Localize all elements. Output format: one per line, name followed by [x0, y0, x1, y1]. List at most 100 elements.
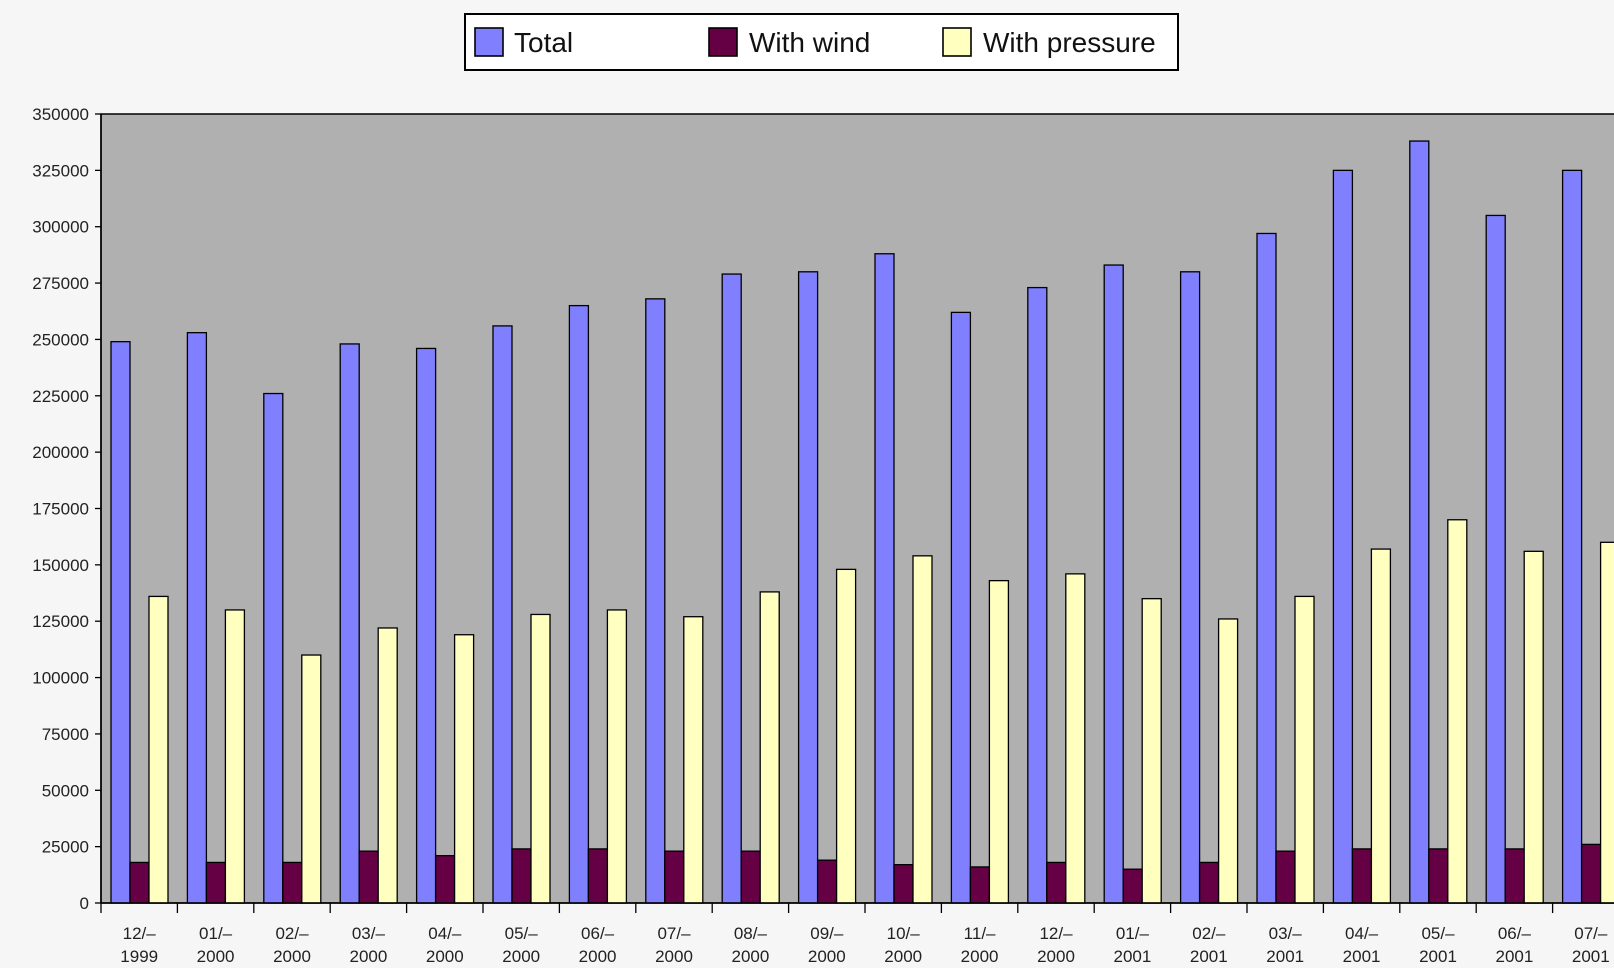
- bar-total: [110, 341, 131, 904]
- bar-with-wind: [1275, 850, 1296, 904]
- y-tick-label: 300000: [32, 218, 89, 237]
- bar-total: [1179, 271, 1201, 904]
- legend-swatch: [474, 27, 504, 57]
- bar-with-pressure: [377, 627, 398, 904]
- bar-with-pressure: [835, 568, 857, 904]
- x-tick-label: 06/– 2000: [579, 924, 617, 966]
- bar-with-pressure: [759, 591, 780, 904]
- x-tick-label: 07/– 2000: [655, 924, 693, 966]
- bar-with-pressure: [1599, 541, 1614, 904]
- bar-total: [186, 332, 208, 904]
- bar-total: [492, 325, 513, 904]
- legend-box: [464, 13, 1179, 71]
- y-axis: 3500003250003000002750002500002250002000…: [32, 105, 102, 913]
- legend-label: With wind: [749, 27, 870, 58]
- y-tick-label: 275000: [32, 274, 89, 293]
- bar-with-wind: [740, 850, 761, 904]
- bar-with-pressure: [1447, 519, 1468, 904]
- bar-total: [1256, 232, 1277, 904]
- bar-with-pressure: [1217, 618, 1239, 904]
- x-tick-label: 08/– 2000: [731, 924, 769, 966]
- bar-total: [1332, 169, 1354, 904]
- y-tick-label: 350000: [32, 105, 89, 124]
- bar-with-pressure: [1523, 550, 1544, 904]
- x-tick-label: 05/– 2001: [1419, 924, 1457, 966]
- bar-total: [1485, 214, 1506, 904]
- bar-with-wind: [205, 861, 227, 904]
- bar-with-pressure: [530, 613, 551, 904]
- y-tick-label: 25000: [42, 838, 89, 857]
- x-tick-label: 09/– 2000: [808, 924, 846, 966]
- x-tick-label: 02/– 2000: [273, 924, 311, 966]
- x-tick-label: 04/– 2000: [426, 924, 464, 966]
- x-tick-label: 03/– 2001: [1266, 924, 1304, 966]
- bar-with-wind: [1580, 843, 1602, 904]
- bar-with-wind: [282, 861, 303, 904]
- bar-total: [263, 392, 284, 904]
- bar-total: [1027, 286, 1048, 904]
- bar-with-wind: [664, 850, 685, 904]
- y-tick-label: 325000: [32, 161, 89, 180]
- legend-label: Total: [514, 27, 573, 58]
- bar-with-wind: [1046, 861, 1067, 904]
- x-axis: 12/– 1999 01/– 2000 02/– 2000 03/– 2000 04/– 2000…: [100, 902, 1614, 966]
- bar-with-pressure: [301, 654, 322, 904]
- bar-with-pressure: [1370, 548, 1392, 904]
- x-tick-label: 07/– 2001: [1572, 924, 1610, 966]
- x-tick-label: 11/– 2000: [961, 924, 999, 966]
- y-tick-label: 50000: [42, 781, 89, 800]
- y-tick-label: 75000: [42, 725, 89, 744]
- x-tick-label: 01/– 2001: [1113, 924, 1151, 966]
- bar-total: [721, 273, 742, 904]
- legend-swatch: [708, 27, 738, 57]
- legend-swatch: [942, 27, 972, 57]
- x-tick-label: 10/– 2000: [884, 924, 922, 966]
- bar-with-pressure: [606, 609, 628, 904]
- bar-with-wind: [1428, 848, 1449, 904]
- y-tick-label: 150000: [32, 556, 89, 575]
- bar-with-pressure: [1141, 598, 1162, 904]
- y-tick-label: 0: [80, 894, 89, 913]
- x-tick-label: 06/– 2001: [1495, 924, 1533, 966]
- bar-with-wind: [587, 848, 609, 904]
- y-tick-label: 250000: [32, 330, 89, 349]
- bar-with-wind: [434, 855, 456, 904]
- legend-label: With pressure: [983, 27, 1156, 58]
- bar-total: [874, 253, 895, 904]
- bar-with-wind: [893, 864, 914, 904]
- bar-total: [1103, 264, 1124, 904]
- bar-total: [797, 271, 819, 904]
- bar-total: [415, 347, 437, 904]
- y-tick-label: 175000: [32, 500, 89, 519]
- bar-with-pressure: [1294, 595, 1315, 904]
- bar-with-wind: [129, 861, 150, 904]
- bar-with-pressure: [1065, 573, 1086, 904]
- bar-with-wind: [1504, 848, 1525, 904]
- y-tick-label: 100000: [32, 669, 89, 688]
- bar-with-pressure: [453, 634, 475, 904]
- bar-total: [339, 343, 360, 904]
- x-tick-label: 12/– 2000: [1037, 924, 1075, 966]
- x-tick-label: 12/– 1999: [120, 924, 158, 966]
- bar-with-wind: [358, 850, 379, 904]
- bar-total: [950, 311, 972, 904]
- bar-with-wind: [1351, 848, 1373, 904]
- bar-with-pressure: [224, 609, 246, 904]
- bar-total: [1561, 169, 1583, 904]
- bar-total: [568, 304, 590, 904]
- y-tick-label: 225000: [32, 387, 89, 406]
- y-tick-label: 200000: [32, 443, 89, 462]
- x-tick-label: 02/– 2001: [1190, 924, 1228, 966]
- x-tick-label: 03/– 2000: [349, 924, 387, 966]
- y-tick-label: 125000: [32, 612, 89, 631]
- legend: Total With wind With pressure: [464, 13, 1179, 71]
- bar-with-wind: [1198, 861, 1220, 904]
- bar-with-pressure: [988, 579, 1010, 904]
- bar-with-pressure: [912, 555, 933, 904]
- x-tick-label: 05/– 2000: [502, 924, 540, 966]
- bar-with-wind: [816, 859, 838, 904]
- plot-area: [100, 113, 1614, 904]
- bar-total: [1409, 140, 1430, 904]
- x-tick-label: 01/– 2000: [197, 924, 235, 966]
